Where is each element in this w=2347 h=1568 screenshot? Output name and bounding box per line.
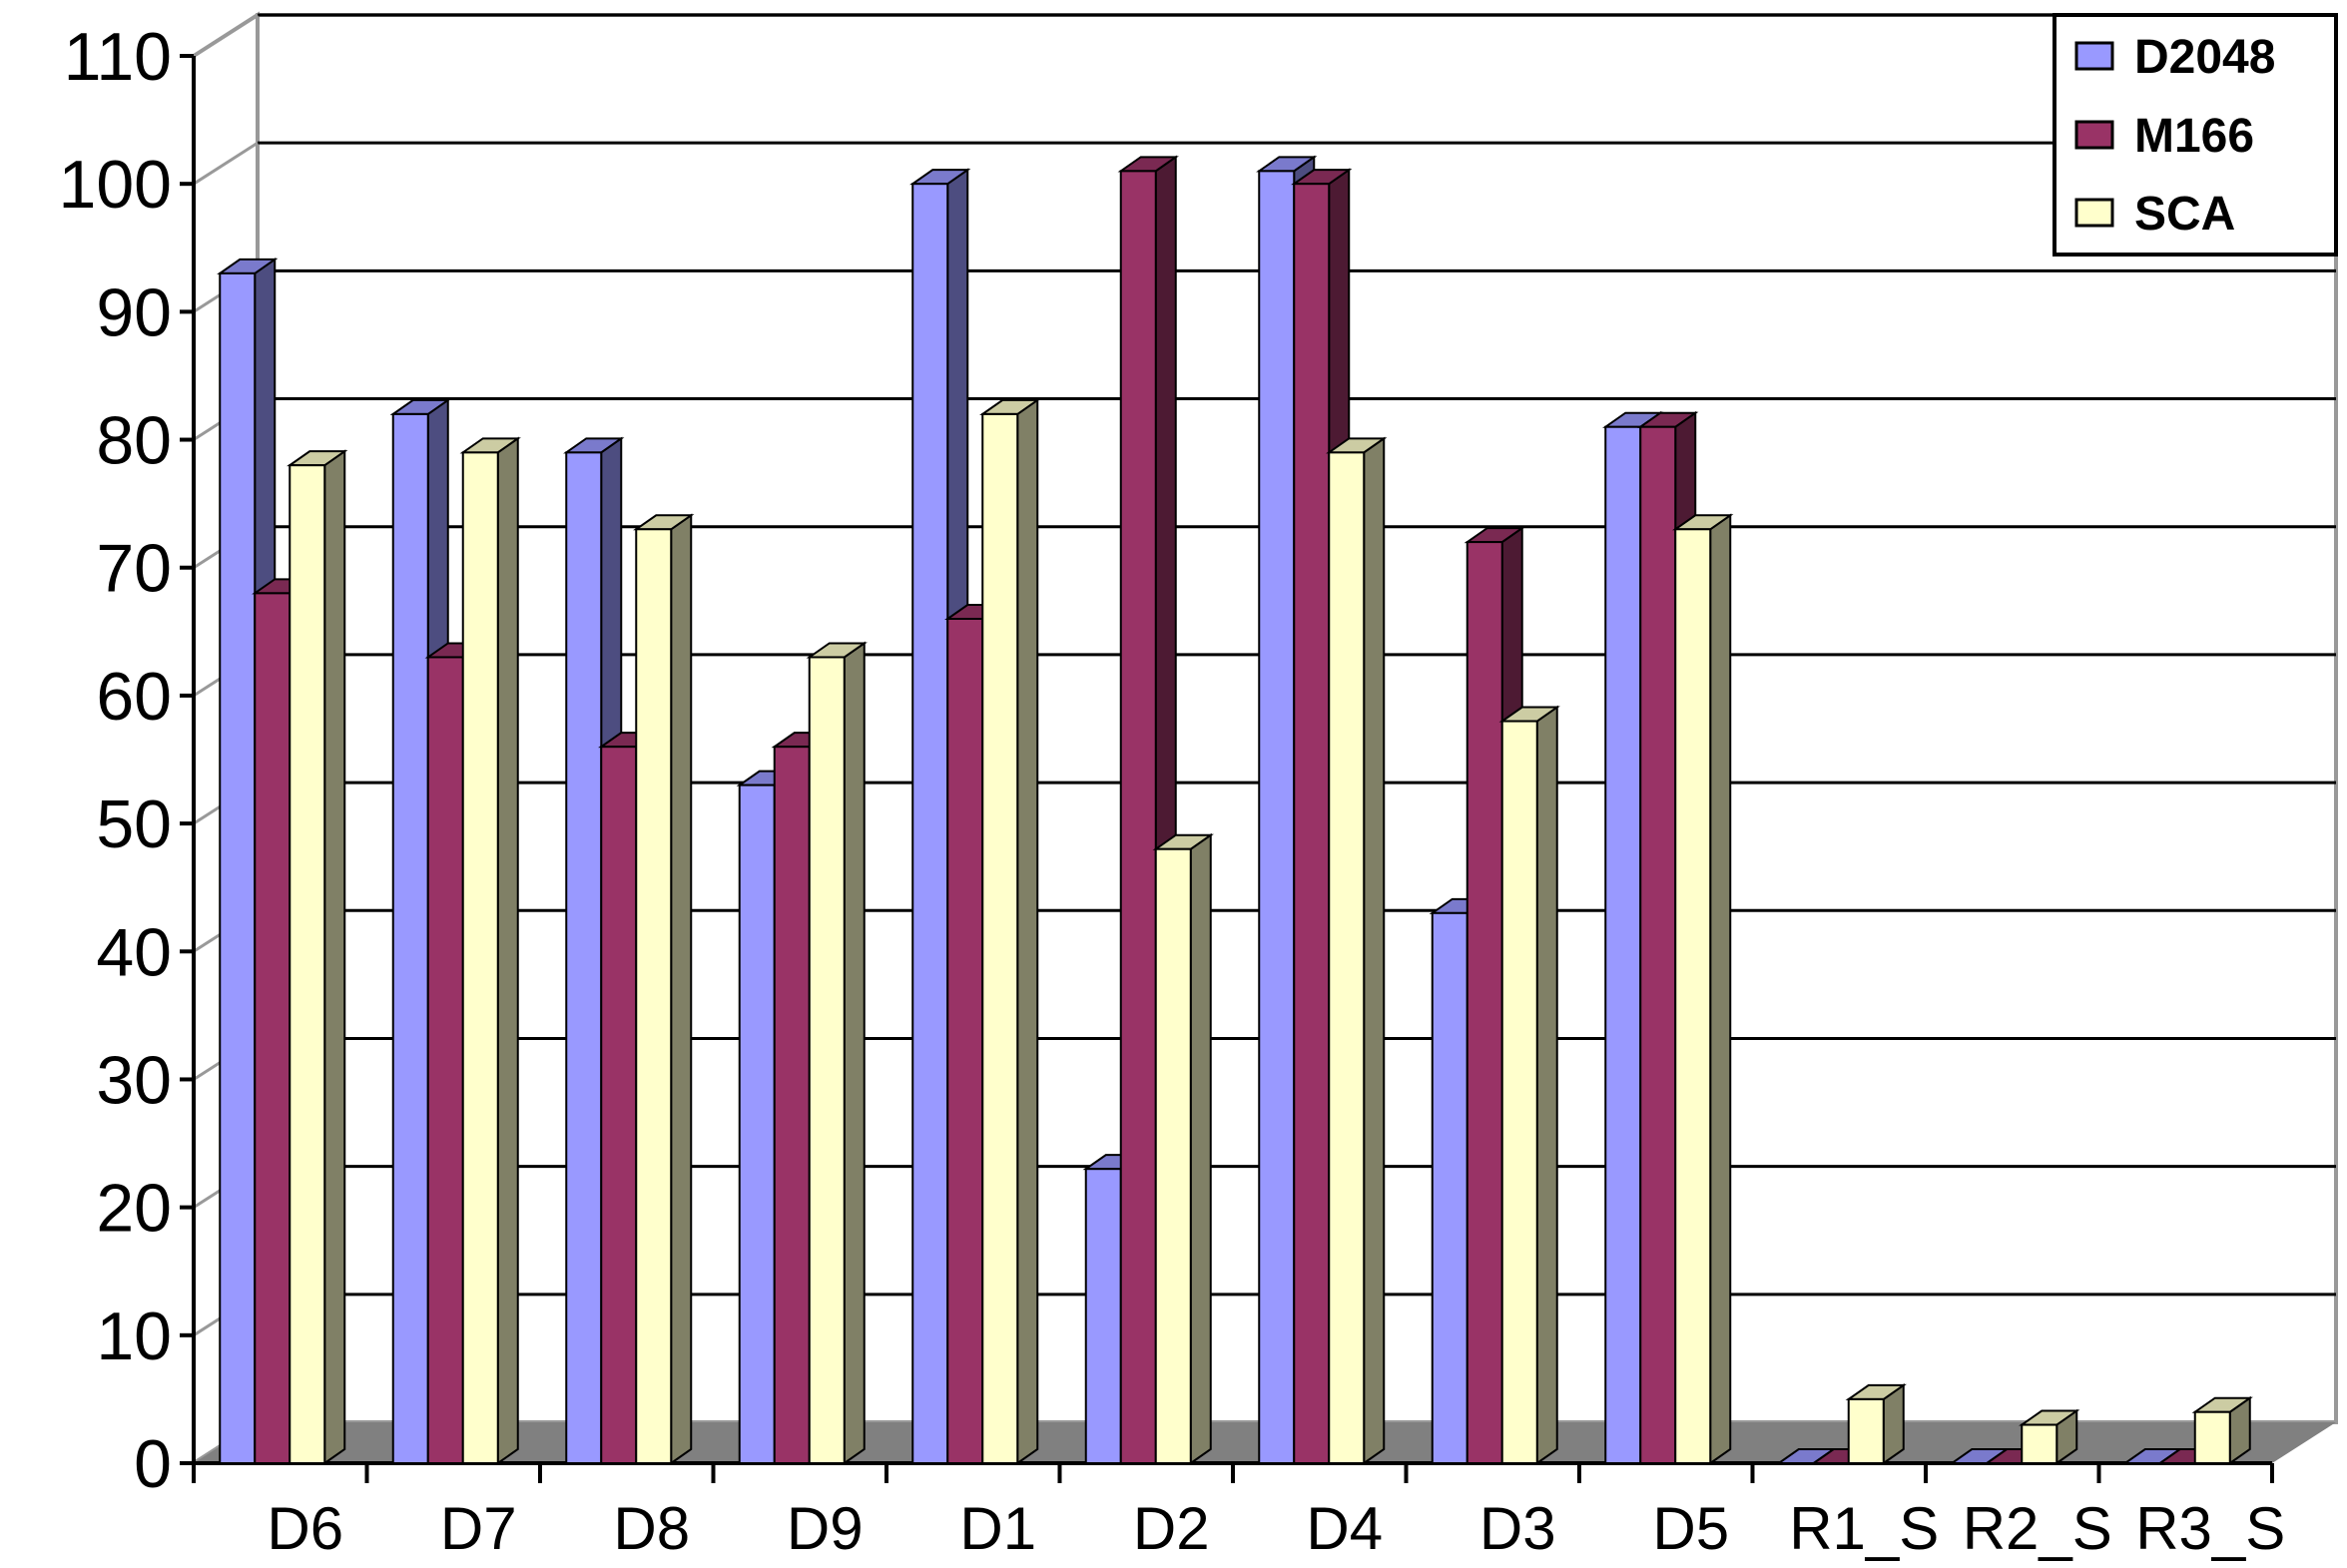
gridline-side bbox=[193, 13, 259, 58]
bar-SCA-D6 bbox=[287, 449, 348, 1465]
legend-swatch-sca bbox=[2074, 198, 2114, 228]
bar-SCA-D3 bbox=[1498, 705, 1560, 1465]
bar-side bbox=[1709, 513, 1732, 1465]
y-tick-label: 30 bbox=[96, 1042, 172, 1118]
bar-front bbox=[1466, 541, 1503, 1464]
bar-front bbox=[1328, 451, 1366, 1464]
bar-SCA-R1_S bbox=[1845, 1382, 1907, 1465]
bar-front bbox=[1604, 425, 1642, 1464]
bar-front bbox=[1674, 528, 1712, 1464]
x-tick-label: D6 bbox=[267, 1495, 343, 1562]
y-tick-label: 100 bbox=[59, 147, 172, 223]
y-tick-label: 60 bbox=[96, 659, 172, 735]
bar-front bbox=[254, 592, 292, 1464]
bar-side bbox=[670, 513, 693, 1465]
y-tick-label: 20 bbox=[96, 1171, 172, 1247]
y-tick-label: 40 bbox=[96, 914, 172, 990]
x-tick-label: D3 bbox=[1479, 1495, 1556, 1562]
y-tick-label: 110 bbox=[64, 19, 172, 95]
bar-side bbox=[843, 641, 866, 1465]
gridline-side bbox=[193, 141, 259, 186]
y-tick-label: 70 bbox=[96, 531, 172, 607]
bar-front bbox=[461, 451, 499, 1464]
bar-front bbox=[1431, 911, 1468, 1464]
bar-side bbox=[1189, 832, 1212, 1465]
bar-side bbox=[1016, 397, 1039, 1465]
x-tick-label: D4 bbox=[1306, 1495, 1383, 1562]
x-axis: D6 D7 D8 D9 D1 D2 D4 D3 D5 R1_S R2_S R3_S bbox=[192, 1463, 2285, 1562]
bar-SCA-D7 bbox=[459, 436, 521, 1465]
bar-front bbox=[1084, 1168, 1122, 1464]
y-axis: 0 10 20 30 40 50 60 70 80 90 100 110 bbox=[59, 19, 194, 1502]
bar-SCA-D9 bbox=[806, 641, 868, 1465]
bar-front bbox=[1847, 1397, 1885, 1464]
bar-SCA-R3_S bbox=[2191, 1395, 2253, 1465]
bar-side bbox=[496, 436, 519, 1465]
bar-SCA-D4 bbox=[1326, 436, 1388, 1465]
bar-front bbox=[565, 451, 603, 1464]
bar-SCA-D1 bbox=[979, 397, 1041, 1465]
bar-SCA-R2_S bbox=[2019, 1408, 2080, 1465]
x-tick-label: D1 bbox=[959, 1495, 1036, 1562]
bar-SCA-D5 bbox=[1672, 513, 1734, 1465]
bar-front bbox=[808, 656, 846, 1464]
x-tick-label: R1_S bbox=[1789, 1495, 1939, 1562]
bar-SCA-D8 bbox=[633, 513, 695, 1465]
y-tick-label: 50 bbox=[96, 786, 172, 862]
y-tick-label: 80 bbox=[96, 403, 172, 479]
bar-front bbox=[773, 746, 811, 1464]
bar-side bbox=[323, 449, 346, 1465]
y-tick-label: 10 bbox=[96, 1299, 172, 1374]
x-tick-label: D2 bbox=[1133, 1495, 1210, 1562]
legend-label-d2048: D2048 bbox=[2134, 31, 2275, 84]
bar-front bbox=[1500, 720, 1538, 1464]
bar-front bbox=[2021, 1423, 2058, 1464]
bar-front bbox=[1258, 170, 1296, 1464]
y-tick-label: 90 bbox=[96, 274, 172, 350]
bar-front bbox=[426, 656, 464, 1464]
x-tick-label: R2_S bbox=[1963, 1495, 2112, 1562]
bar-front bbox=[635, 528, 673, 1464]
bar-side bbox=[1363, 436, 1386, 1465]
bar-front bbox=[946, 618, 984, 1464]
bar-side bbox=[1535, 705, 1558, 1465]
x-tick-label: R3_S bbox=[2135, 1495, 2285, 1562]
legend: D2048 M166 SCA bbox=[2053, 13, 2338, 257]
legend-label-m166: M166 bbox=[2134, 110, 2254, 163]
bar-front bbox=[981, 412, 1019, 1465]
bar-front bbox=[1154, 847, 1192, 1464]
bar-front bbox=[2193, 1410, 2231, 1465]
bar-SCA-D2 bbox=[1152, 832, 1214, 1465]
x-tick-label: D9 bbox=[787, 1495, 864, 1562]
x-tick-label: D5 bbox=[1652, 1495, 1729, 1562]
y-tick-label: 0 bbox=[134, 1426, 172, 1502]
bar-front bbox=[289, 464, 326, 1464]
bar-front bbox=[738, 784, 776, 1464]
legend-swatch-d2048 bbox=[2074, 41, 2114, 71]
bar-front bbox=[1293, 183, 1331, 1465]
bar-front bbox=[391, 412, 429, 1465]
bar-front bbox=[1119, 170, 1157, 1464]
bars bbox=[217, 155, 2253, 1465]
x-tick-label: D7 bbox=[440, 1495, 517, 1562]
bar-front bbox=[911, 183, 949, 1465]
bar-front bbox=[600, 746, 638, 1464]
legend-label-sca: SCA bbox=[2134, 188, 2235, 241]
bar-front bbox=[1639, 425, 1677, 1464]
x-tick-label: D8 bbox=[613, 1495, 690, 1562]
legend-swatch-m166 bbox=[2074, 120, 2114, 150]
bar-front bbox=[219, 271, 257, 1465]
